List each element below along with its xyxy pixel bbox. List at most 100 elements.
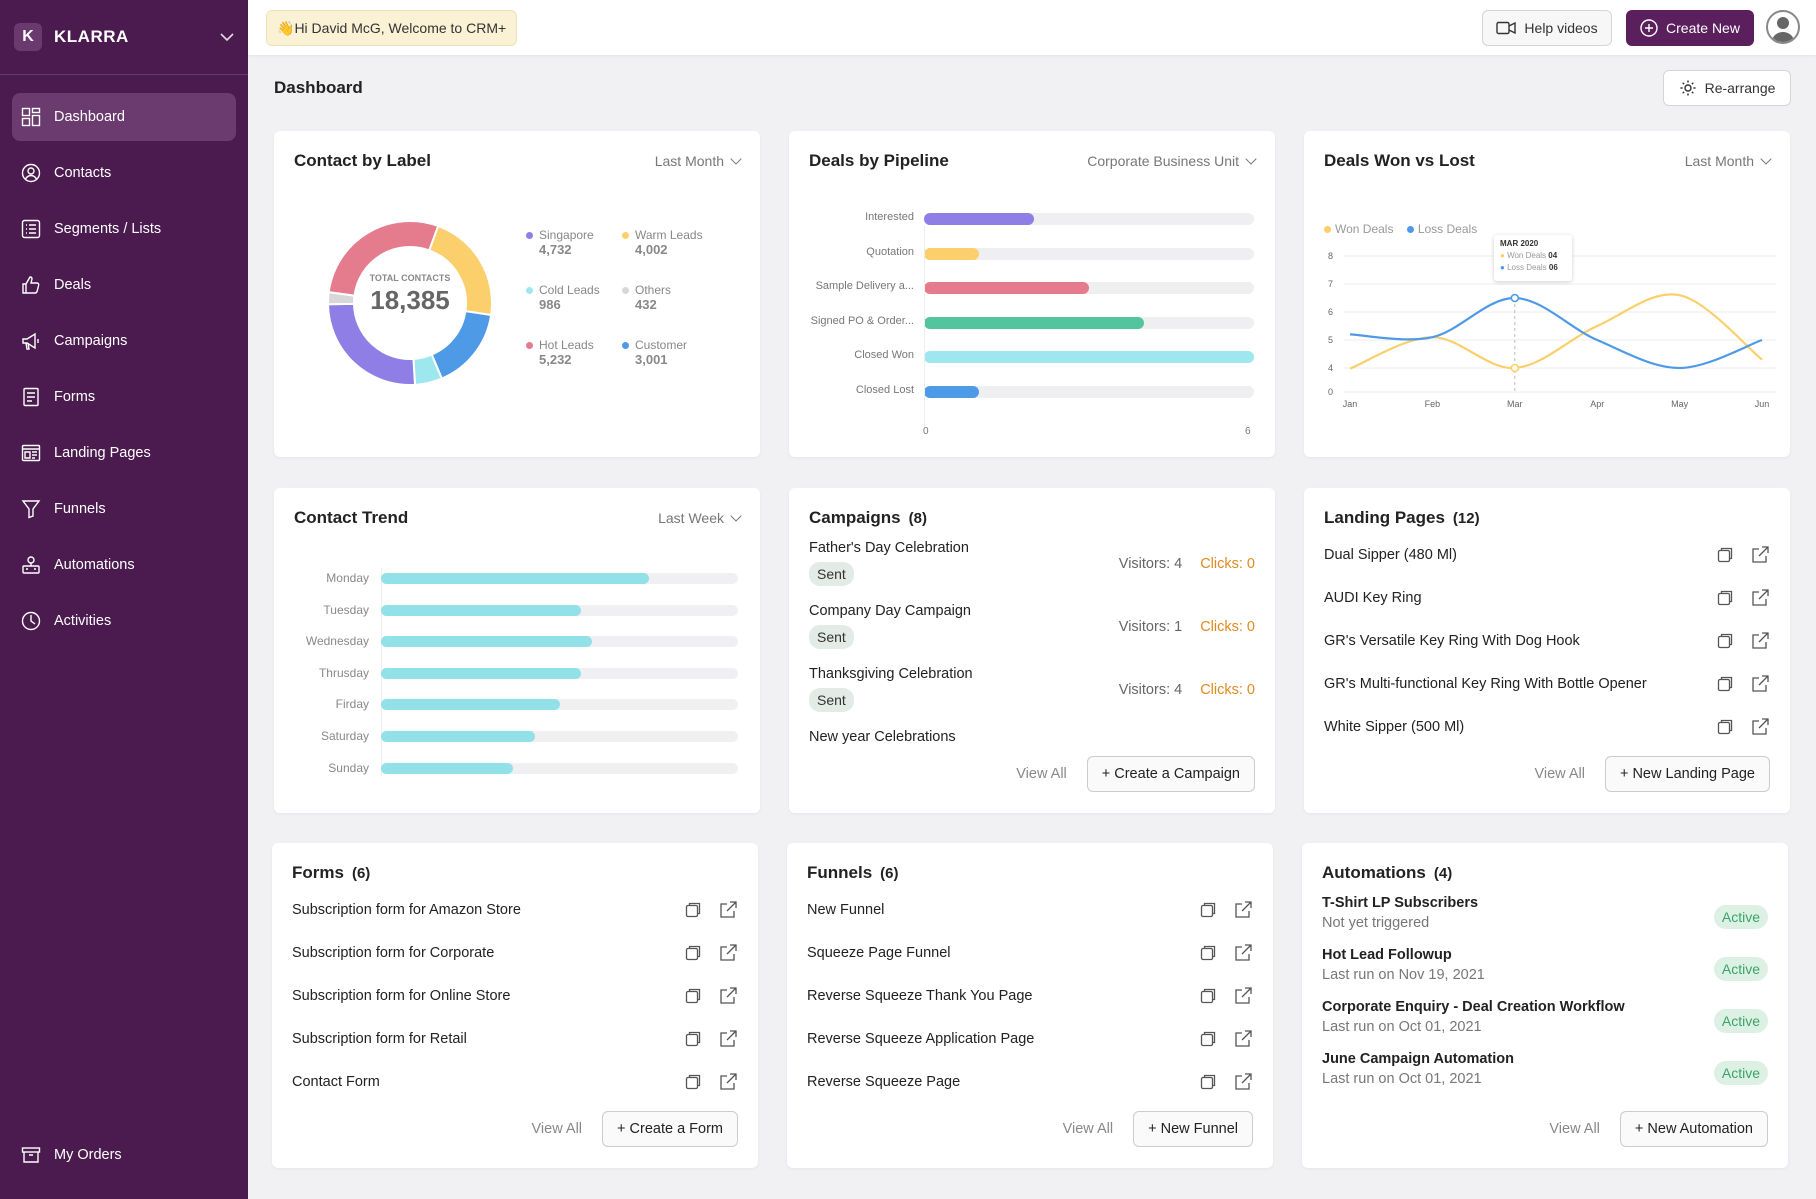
external-link-icon[interactable]	[718, 900, 738, 920]
bar	[381, 731, 535, 742]
copy-icon[interactable]	[683, 1029, 703, 1049]
external-link-icon[interactable]	[1233, 986, 1253, 1006]
list-item[interactable]: Squeeze Page Funnel	[807, 938, 1253, 968]
create-campaign-button[interactable]: + Create a Campaign	[1086, 756, 1255, 792]
date-range-filter[interactable]: Last Month	[655, 153, 742, 169]
external-link-icon[interactable]	[1750, 588, 1770, 608]
campaign-item[interactable]: New year Celebrations	[809, 729, 1255, 745]
sidebar-item-deals[interactable]: Deals	[12, 261, 236, 309]
campaign-item[interactable]: Father's Day Celebration Sent Visitors: …	[809, 540, 1255, 586]
copy-icon[interactable]	[1198, 943, 1218, 963]
date-range-filter[interactable]: Last Week	[658, 510, 742, 526]
automation-item[interactable]: Hot Lead Followup Last run on Nov 19, 20…	[1322, 947, 1768, 983]
copy-icon[interactable]	[1715, 674, 1735, 694]
sidebar-item-funnels[interactable]: Funnels	[12, 485, 236, 533]
list-item[interactable]: AUDI Key Ring	[1324, 583, 1770, 613]
external-link-icon[interactable]	[1233, 1072, 1253, 1092]
external-link-icon[interactable]	[1233, 900, 1253, 920]
external-link-icon[interactable]	[1233, 1029, 1253, 1049]
external-link-icon[interactable]	[718, 986, 738, 1006]
view-all-link[interactable]: View All	[1062, 1121, 1114, 1137]
sidebar-item-landing-pages[interactable]: Landing Pages	[12, 429, 236, 477]
copy-icon[interactable]	[1715, 631, 1735, 651]
view-all-link[interactable]: View All	[1016, 766, 1067, 782]
brand-logo: K	[14, 23, 42, 51]
new-automation-button[interactable]: + New Automation	[1619, 1111, 1768, 1147]
date-range-filter[interactable]: Last Month	[1685, 153, 1772, 169]
axis-tick-min: 0	[923, 426, 929, 437]
campaign-item[interactable]: Thanksgiving Celebration Sent Visitors: …	[809, 666, 1255, 712]
create-form-button[interactable]: + Create a Form	[602, 1111, 738, 1147]
sidebar-item-dashboard[interactable]: Dashboard	[12, 93, 236, 141]
external-link-icon[interactable]	[1750, 717, 1770, 737]
copy-icon[interactable]	[1198, 986, 1218, 1006]
external-link-icon[interactable]	[1750, 674, 1770, 694]
card-title: Automations (4)	[1322, 863, 1453, 882]
bar	[381, 762, 514, 774]
copy-icon[interactable]	[683, 900, 703, 920]
list-item[interactable]: Subscription form for Retail	[292, 1024, 738, 1054]
sidebar-item-campaigns[interactable]: Campaigns	[12, 317, 236, 365]
external-link-icon[interactable]	[718, 1072, 738, 1092]
copy-icon[interactable]	[1715, 717, 1735, 737]
create-new-button[interactable]: Create New	[1626, 10, 1754, 46]
list-item[interactable]: White Sipper (500 Ml)	[1324, 712, 1770, 742]
list-item[interactable]: GR's Versatile Key Ring With Dog Hook	[1324, 626, 1770, 656]
copy-icon[interactable]	[683, 1072, 703, 1092]
external-link-icon[interactable]	[1750, 545, 1770, 565]
list-item[interactable]: Reverse Squeeze Thank You Page	[807, 981, 1253, 1011]
copy-icon[interactable]	[1715, 588, 1735, 608]
list-item[interactable]: Subscription form for Online Store	[292, 981, 738, 1011]
donut-slice-customer	[430, 310, 493, 380]
view-all-link[interactable]: View All	[1549, 1121, 1600, 1137]
list-item[interactable]: Dual Sipper (480 Ml)	[1324, 540, 1770, 570]
list-item[interactable]: Reverse Squeeze Application Page	[807, 1024, 1253, 1054]
list-item[interactable]: Subscription form for Corporate	[292, 938, 738, 968]
sidebar-item-segments[interactable]: Segments / Lists	[12, 205, 236, 253]
view-all-link[interactable]: View All	[531, 1121, 583, 1137]
automation-item[interactable]: Corporate Enquiry - Deal Creation Workfl…	[1322, 999, 1768, 1035]
bar-label: Sample Delivery a...	[815, 280, 914, 292]
external-link-icon[interactable]	[1750, 631, 1770, 651]
automation-status-text: Last run on Nov 19, 2021	[1322, 967, 1485, 983]
pipeline-filter[interactable]: Corporate Business Unit	[1087, 153, 1257, 169]
copy-icon[interactable]	[683, 943, 703, 963]
copy-icon[interactable]	[1715, 545, 1735, 565]
sidebar-item-my-orders[interactable]: My Orders	[12, 1131, 236, 1179]
sidebar-item-contacts[interactable]: Contacts	[12, 149, 236, 197]
sidebar-item-label: Contacts	[54, 165, 112, 181]
rearrange-button[interactable]: Re-arrange	[1663, 70, 1791, 106]
view-all-link[interactable]: View All	[1534, 766, 1585, 782]
list-item[interactable]: Contact Form	[292, 1067, 738, 1097]
sidebar-item-automations[interactable]: Automations	[12, 541, 236, 589]
legend-hot-leads: Hot Leads 5,232	[526, 338, 594, 367]
list-item[interactable]: Reverse Squeeze Page	[807, 1067, 1253, 1097]
bar	[381, 604, 581, 616]
workspace-switcher[interactable]: K KLARRA	[0, 0, 248, 75]
user-avatar[interactable]	[1766, 10, 1800, 44]
new-landing-page-button[interactable]: + New Landing Page	[1604, 756, 1770, 792]
dashboard-icon	[20, 106, 42, 128]
help-videos-button[interactable]: Help videos	[1482, 10, 1612, 46]
external-link-icon[interactable]	[718, 1029, 738, 1049]
list-item[interactable]: Subscription form for Amazon Store	[292, 895, 738, 925]
automation-item[interactable]: June Campaign Automation Last run on Oct…	[1322, 1051, 1768, 1087]
sidebar-item-activities[interactable]: Activities	[12, 597, 236, 645]
automation-item[interactable]: T-Shirt LP Subscribers Not yet triggered…	[1322, 895, 1768, 931]
list-item[interactable]: New Funnel	[807, 895, 1253, 925]
legend-customer: Customer 3,001	[622, 338, 687, 367]
card-title: Contact by Label	[294, 151, 431, 170]
list-item-name: Subscription form for Amazon Store	[292, 902, 521, 918]
funnel-icon	[20, 498, 42, 520]
list-item[interactable]: GR's Multi-functional Key Ring With Bott…	[1324, 669, 1770, 699]
copy-icon[interactable]	[1198, 1029, 1218, 1049]
campaign-item[interactable]: Company Day Campaign Sent Visitors: 1 Cli…	[809, 603, 1255, 649]
copy-icon[interactable]	[1198, 900, 1218, 920]
new-funnel-button[interactable]: + New Funnel	[1133, 1111, 1253, 1147]
external-link-icon[interactable]	[718, 943, 738, 963]
copy-icon[interactable]	[1198, 1072, 1218, 1092]
external-link-icon[interactable]	[1233, 943, 1253, 963]
copy-icon[interactable]	[683, 986, 703, 1006]
data-point	[1510, 293, 1520, 303]
sidebar-item-forms[interactable]: Forms	[12, 373, 236, 421]
